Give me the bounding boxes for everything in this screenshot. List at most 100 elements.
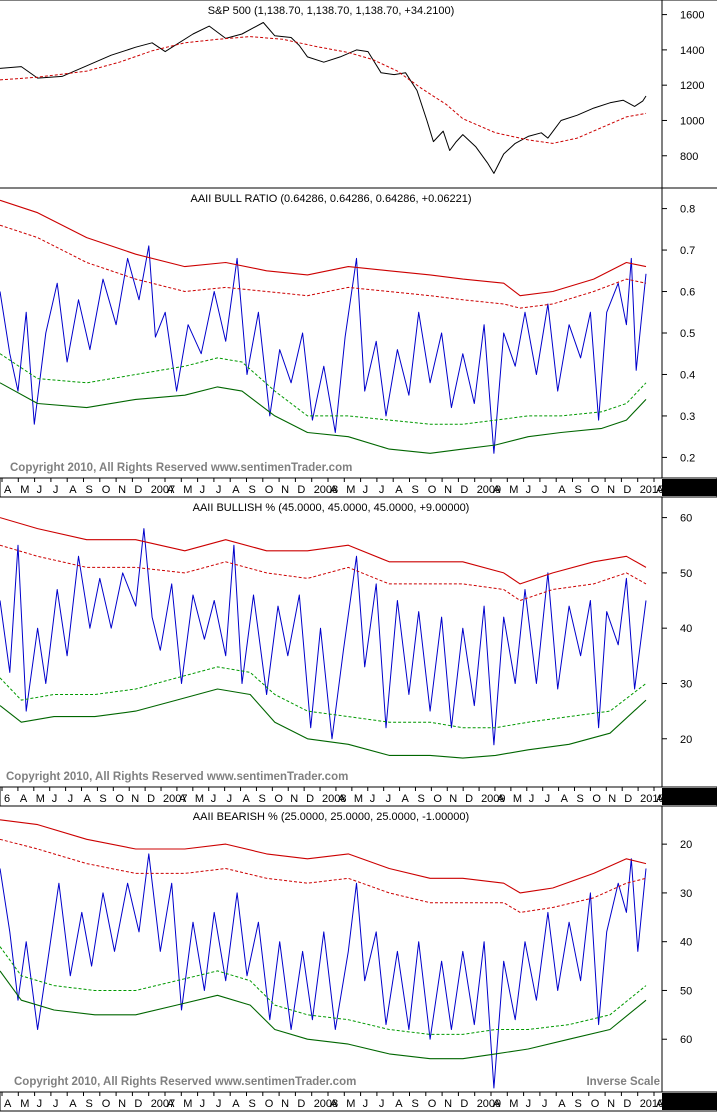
x-tick-label: A — [20, 793, 28, 805]
x-tick-label: O — [591, 484, 600, 496]
x-tick-label: J — [545, 793, 551, 805]
copyright-text: Copyright 2010, All Rights Reserved www.… — [14, 1076, 356, 1088]
x-tick-label: 2008 — [314, 484, 338, 496]
x-tick-label: O — [274, 793, 283, 805]
band-line-3 — [0, 353, 647, 425]
chart-panel-4: 20 30 40 50 60 AAII BEARISH % (25.0000, 25.00… — [0, 805, 717, 1112]
x-tick-label: M — [354, 793, 363, 805]
x-tick-label: 2009 — [481, 793, 505, 805]
x-tick-label: 2008 — [322, 793, 346, 805]
x-tick-label: S — [99, 793, 106, 805]
x-tick-label: J — [68, 793, 74, 805]
chart-panel-2: 0.2 0.3 0.4 0.5 0.6 0.7 0.8 AAII BULL RATIO (0.… — [0, 187, 717, 498]
x-tick-label: S — [86, 1098, 93, 1110]
band-line-4 — [0, 688, 647, 759]
x-tick-label: J — [227, 793, 233, 805]
x-tick-label: M — [183, 1098, 192, 1110]
x-tick-label: A — [493, 1098, 501, 1110]
x-tick-label: N — [607, 484, 615, 496]
y-tick-label: 1200 — [680, 80, 704, 92]
x-tick-label: J — [216, 1098, 222, 1110]
x-tick-label: D — [134, 1098, 142, 1110]
band-line-3 — [0, 946, 647, 1035]
x-tick-label: M — [513, 793, 522, 805]
band-line-2 — [0, 838, 647, 913]
x-tick-label: M — [195, 793, 204, 805]
x-tick-label: A — [167, 484, 175, 496]
x-tick-label: J — [200, 484, 206, 496]
x-tick-label: J — [542, 1098, 548, 1110]
panel-title: AAII BULL RATIO (0.64286, 0.64286, 0.642… — [191, 193, 472, 205]
x-tick-label: J — [526, 1098, 532, 1110]
x-tick-label: N — [118, 1098, 126, 1110]
x-tick-label: S — [575, 484, 582, 496]
x-tick-label: 6 — [4, 793, 10, 805]
indicator-line — [0, 245, 647, 454]
panel-title: S&P 500 (1,138.70, 1,138.70, 1,138.70, +… — [208, 5, 455, 17]
x-tick-label: D — [147, 793, 155, 805]
x-tick-label: S — [258, 793, 265, 805]
chart-panel-1: 800 1000 1200 1400 1600 S&P 500 (1,138.70, 1,… — [0, 0, 717, 188]
x-tick-label: J — [216, 484, 222, 496]
x-tick-label: N — [444, 1098, 452, 1110]
x-tick-label: O — [592, 793, 601, 805]
x-tick-label: A — [330, 1098, 338, 1110]
x-tick-label: J — [363, 484, 369, 496]
x-tick-label: O — [433, 793, 442, 805]
x-tick-label: D — [623, 484, 631, 496]
y-tick-label: 0.5 — [680, 328, 695, 340]
x-tick-label: 2008 — [314, 1098, 338, 1110]
x-tick-label: N — [281, 1098, 289, 1110]
x-tick-label: D — [297, 484, 305, 496]
x-tick-label: N — [608, 793, 616, 805]
x-tick-label: A — [232, 1098, 240, 1110]
x-tick-label: S — [412, 484, 419, 496]
x-tick-label: O — [102, 484, 111, 496]
x-tick-label: D — [297, 1098, 305, 1110]
x-tick-label: 2009 — [477, 1098, 501, 1110]
x-tick-label: 2007 — [151, 1098, 175, 1110]
x-tick-label: A — [338, 793, 346, 805]
x-tick-label: N — [290, 793, 298, 805]
x-tick-label: J — [37, 1098, 43, 1110]
y-tick-label: 0.8 — [680, 204, 695, 216]
y-tick-label: 60 — [680, 513, 692, 525]
band-line-4 — [0, 970, 647, 1060]
x-tick-label: M — [509, 1098, 518, 1110]
x-tick-label: O — [265, 484, 274, 496]
y-tick-label: 0.6 — [680, 287, 695, 299]
x-tick-label: M — [183, 484, 192, 496]
x-tick-label: M — [20, 484, 29, 496]
date-axis-end-block — [662, 788, 717, 805]
y-tick-label: 40 — [680, 937, 692, 949]
x-tick-label: A — [497, 793, 505, 805]
band-line-3 — [0, 666, 647, 729]
x-tick-label: J — [526, 484, 532, 496]
x-tick-label: A — [4, 1098, 12, 1110]
x-tick-label: D — [465, 793, 473, 805]
x-tick-label: A — [167, 1098, 175, 1110]
y-tick-label: 60 — [680, 1034, 692, 1046]
x-tick-label: J — [211, 793, 217, 805]
x-tick-label: A — [558, 1098, 566, 1110]
x-tick-label: J — [53, 1098, 59, 1110]
x-tick-label: D — [460, 484, 468, 496]
x-tick-label: S — [417, 793, 424, 805]
x-tick-label: N — [131, 793, 139, 805]
date-axis-end-block — [662, 1093, 717, 1110]
x-tick-label: A — [656, 793, 664, 805]
x-tick-label: A — [69, 484, 77, 496]
band-line-1 — [0, 517, 647, 585]
x-tick-label: 2007 — [163, 793, 187, 805]
band-line-1 — [0, 199, 647, 297]
inverse-scale-note: Inverse Scale — [586, 1076, 660, 1088]
y-tick-label: 50 — [680, 568, 692, 580]
x-tick-label: 2009 — [477, 484, 501, 496]
y-tick-label: 20 — [680, 839, 692, 851]
x-tick-label: J — [386, 793, 392, 805]
x-tick-label: O — [428, 1098, 437, 1110]
x-tick-label: M — [346, 484, 355, 496]
date-axis-strip — [0, 1091, 717, 1112]
